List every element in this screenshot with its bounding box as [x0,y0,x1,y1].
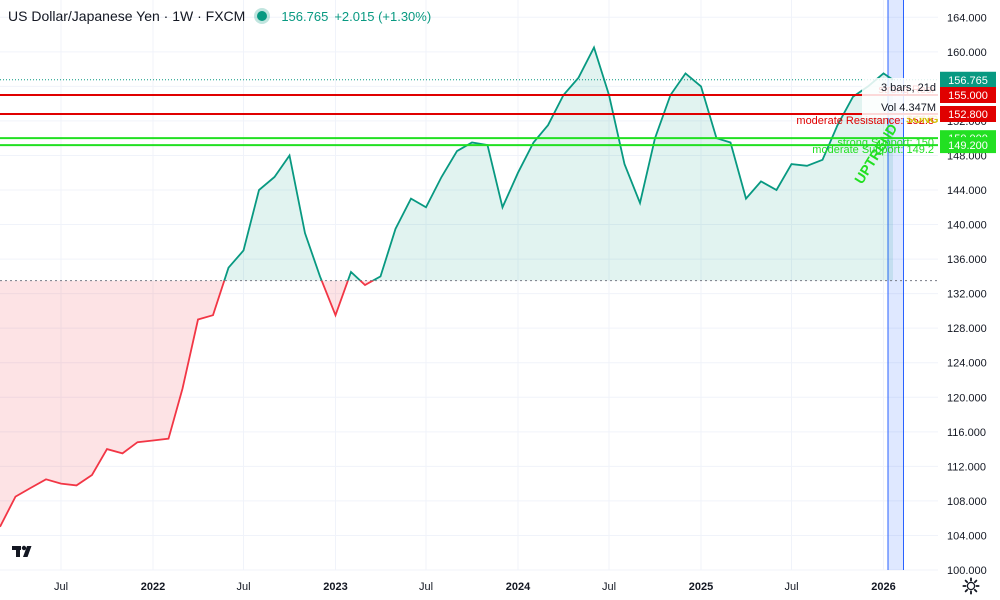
highlight-band [888,0,904,570]
symbol-title[interactable]: US Dollar/Japanese Yen · 1W · FXCM [8,8,246,24]
y-tick-label: 100.000 [947,565,987,577]
price-line-up [223,45,894,281]
y-tick-label: 120.000 [947,392,987,404]
y-tick-label: 116.000 [947,427,986,439]
price-change: +2.015 (+1.30%) [334,8,432,24]
support-label: moderate Support: 149.2 [812,144,934,156]
y-tick-label: 140.000 [947,220,987,232]
x-tick-label: Jul [602,581,616,593]
support-badge [940,137,996,154]
x-tick-label: 2024 [506,581,531,593]
last-price-badge [940,71,996,88]
resistance-label: moderate Resistance: 152.8 [796,115,934,127]
price-area [0,45,938,528]
last-price-badge-text: 156.765 [948,75,988,87]
x-tick-label: Jul [419,581,433,593]
support-badge-text: 149.200 [948,140,988,152]
x-tick-label: 2025 [689,581,713,593]
area-fill-below-baseline [0,280,893,527]
y-tick-label: 124.000 [947,358,987,370]
y-tick-label: 132.000 [947,289,987,301]
price-axis[interactable]: 100.000 104.000 108.000 112.000 116.000 120.0… [947,12,987,577]
resistance-badge [940,87,996,103]
y-tick-label: 112.000 [947,461,986,473]
support-label: strong Support: 150 [837,137,934,149]
y-tick-label: 136.000 [947,254,987,266]
y-tick-label: 164.000 [947,12,987,24]
y-tick-label: 160.000 [947,47,987,59]
last-price: 156.765 [281,8,329,24]
x-tick-label: Jul [54,581,68,593]
x-tick-label: 2022 [141,581,165,593]
resistance-badge-text: 152.800 [948,109,988,121]
y-tick-label: 148.000 [947,150,987,162]
resistance-badge [940,106,996,122]
resistance-badge-text: 155.000 [948,90,988,102]
area-fill-above-baseline [224,47,893,281]
bars-count: 3 bars, 21d [880,82,936,94]
status-dot-icon [257,11,268,21]
y-tick-label: 128.000 [947,323,987,335]
price-line-down [0,280,375,528]
grid-lines [0,0,938,571]
volume-readout: Vol 4.347M [880,102,936,114]
x-tick-label: Jul [784,581,798,593]
x-tick-label: 2023 [323,581,347,593]
time-axis[interactable]: Jul 2022 Jul 2023 Jul 2024 Jul 2025 Jul 2026 [54,581,896,593]
x-tick-label: 2026 [871,581,895,593]
chart-legend-header: US Dollar/Japanese Yen · 1W · FXCM 156.7… [8,6,431,26]
y-tick-label: 144.000 [947,185,987,197]
tradingview-logo-icon[interactable] [8,538,38,564]
y-tick-label: 108.000 [947,496,987,508]
y-tick-label: 104.000 [947,530,987,542]
measure-info-box: 3 bars, 21d Vol 4.347M [862,78,940,118]
x-tick-label: Jul [236,581,250,593]
gear-icon[interactable] [962,577,980,595]
support-resistance-levels: strong Resimoderate Resistance: 152.8str… [0,79,938,156]
